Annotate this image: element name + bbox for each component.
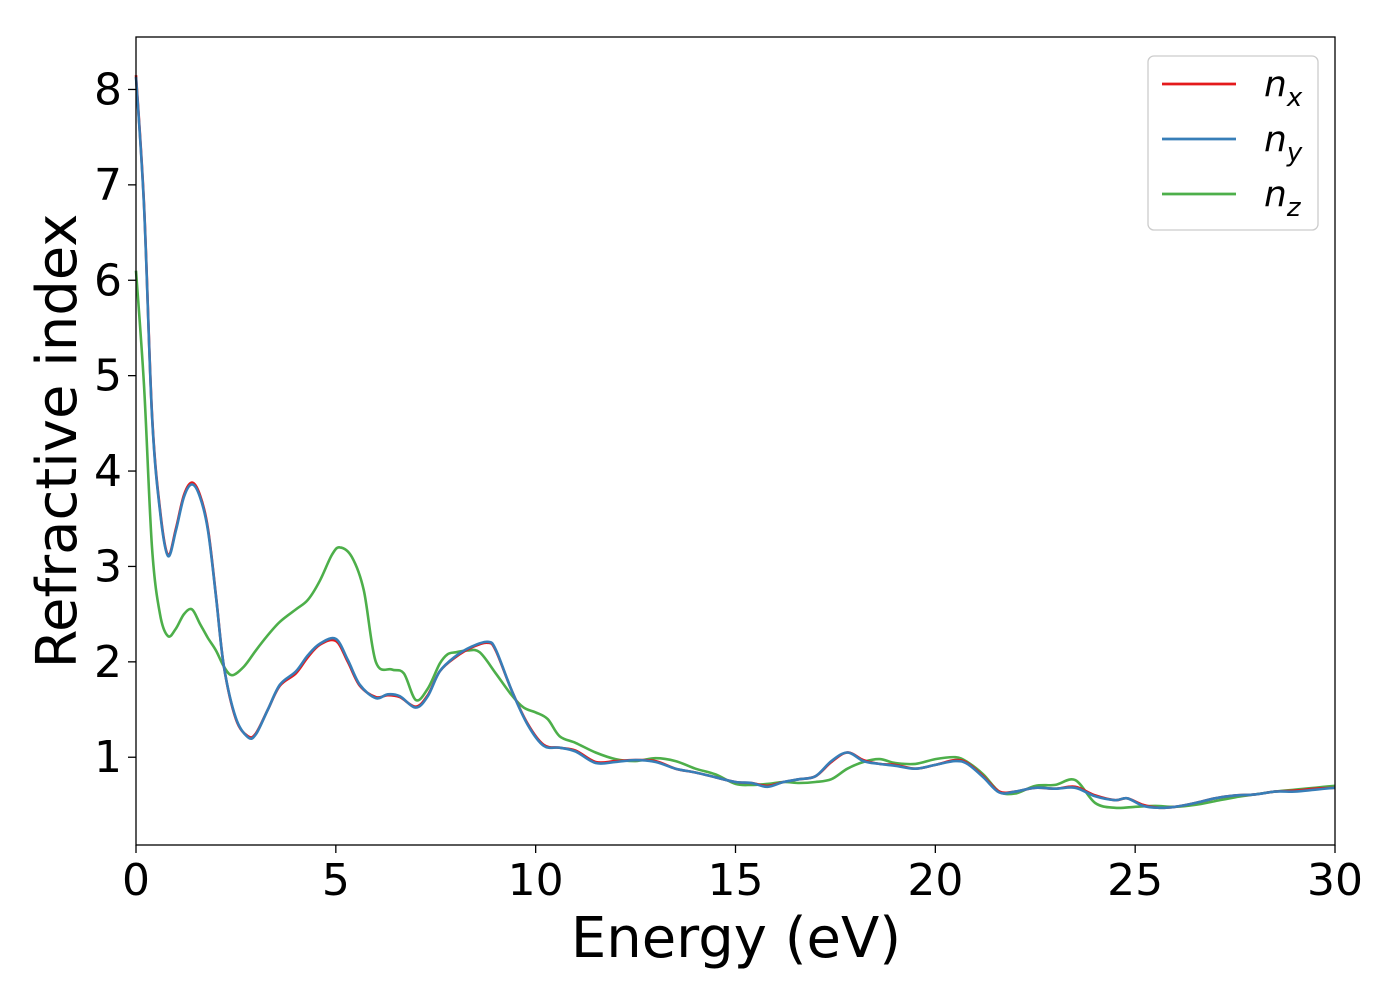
series-layer bbox=[134, 75, 1336, 810]
series-line-y bbox=[134, 77, 1336, 810]
y-tick-label: 8 bbox=[94, 64, 122, 115]
y-tick-label: 4 bbox=[94, 446, 122, 497]
legend-label-main: n bbox=[1264, 174, 1287, 215]
x-axis-ticks: 0 5 10 15 20 25 30 bbox=[122, 845, 1363, 906]
plot-area bbox=[136, 37, 1335, 845]
y-tick-label: 1 bbox=[94, 732, 122, 783]
series-line-z bbox=[134, 270, 1336, 810]
legend-label-y: ny bbox=[1264, 119, 1303, 168]
y-tick-label: 5 bbox=[94, 351, 122, 402]
legend-label-x: nx bbox=[1264, 64, 1303, 113]
y-tick-label: 6 bbox=[94, 255, 122, 306]
legend-label-z: nz bbox=[1264, 174, 1302, 223]
x-tick-label: 20 bbox=[907, 855, 963, 906]
legend-box bbox=[1147, 55, 1319, 231]
x-tick-label: 5 bbox=[322, 855, 350, 906]
x-tick-label: 30 bbox=[1307, 855, 1363, 906]
legend-label-subscript: z bbox=[1286, 193, 1302, 223]
x-tick-label: 10 bbox=[508, 855, 564, 906]
y-axis-ticks: 1 2 3 4 5 6 7 8 bbox=[94, 64, 136, 783]
y-tick-label: 2 bbox=[94, 637, 122, 688]
legend-label-subscript: y bbox=[1286, 138, 1303, 168]
x-tick-label: 0 bbox=[122, 855, 150, 906]
y-tick-label: 7 bbox=[94, 160, 122, 211]
x-axis-label: Energy (eV) bbox=[571, 906, 901, 971]
legend-label-main: n bbox=[1264, 119, 1287, 160]
x-tick-label: 15 bbox=[708, 855, 764, 906]
legend-label-subscript: x bbox=[1286, 83, 1303, 113]
y-tick-label: 3 bbox=[94, 541, 122, 592]
x-tick-label: 25 bbox=[1107, 855, 1163, 906]
y-axis-label: Refractive index bbox=[25, 214, 90, 669]
legend-label-main: n bbox=[1264, 64, 1287, 105]
